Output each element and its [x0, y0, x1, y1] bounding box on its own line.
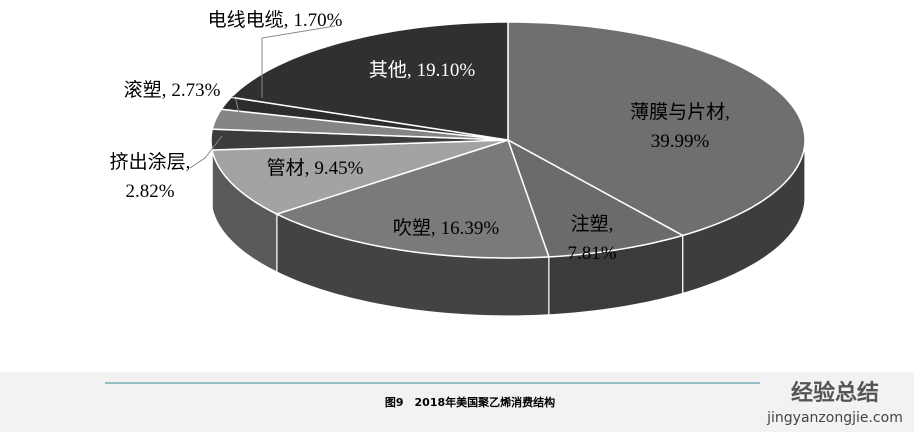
leader-line [231, 95, 241, 119]
data-label: 管材, 9.45% [267, 157, 364, 179]
value-label: 9.45% [314, 158, 363, 179]
value-label: 2.82% [125, 181, 174, 202]
category-label: 吹塑, [393, 217, 436, 239]
value-label: 7.81% [567, 243, 616, 264]
pie-slice [210, 128, 509, 151]
category-label: 电线电缆, [208, 9, 289, 31]
value-label: 2.73% [171, 80, 220, 101]
data-label: 吹塑, 16.39% [393, 217, 500, 239]
pie-slice [229, 21, 509, 141]
category-label: 薄膜与片材, [630, 101, 730, 123]
data-label: 电线电缆, 1.70% [208, 9, 343, 31]
leader-line [261, 25, 336, 98]
category-label: 挤出涂层, [110, 151, 191, 173]
pie [210, 21, 806, 317]
category-label: 其他, [369, 59, 412, 81]
category-label: 注塑, [571, 213, 614, 235]
data-label: 滚塑, 2.73% [124, 79, 221, 101]
caption: 图9 2018年美国聚乙烯消费结构 [385, 395, 555, 409]
value-label: 1.70% [293, 10, 342, 31]
pie-slice [507, 21, 806, 237]
caption-band [0, 372, 914, 432]
pie-slice [506, 138, 685, 258]
pie-slice [274, 139, 550, 259]
category-label: 管材, [267, 157, 310, 179]
watermark-title: 经验总结 [791, 380, 879, 406]
pie-slice [211, 139, 509, 215]
watermark-url: jingyanzongjie.com [766, 410, 903, 426]
value-label: 16.39% [441, 218, 500, 239]
value-label: 19.10% [417, 60, 476, 81]
data-label: 其他, 19.10% [369, 59, 476, 81]
category-label: 滚塑, [124, 79, 167, 101]
leader-line [189, 135, 223, 169]
value-label: 39.99% [651, 131, 710, 152]
